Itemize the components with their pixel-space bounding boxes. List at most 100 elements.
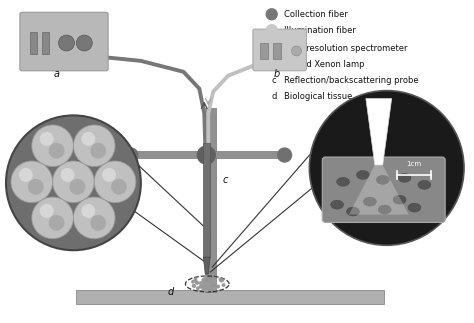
FancyBboxPatch shape: [20, 12, 108, 71]
Circle shape: [197, 287, 199, 289]
Circle shape: [6, 115, 141, 250]
Ellipse shape: [364, 197, 376, 206]
Circle shape: [94, 161, 136, 203]
Text: c: c: [222, 175, 228, 185]
Bar: [205, 109, 216, 292]
Circle shape: [204, 276, 207, 279]
FancyBboxPatch shape: [253, 29, 306, 71]
Ellipse shape: [331, 200, 344, 209]
Circle shape: [213, 279, 216, 281]
Circle shape: [208, 282, 210, 285]
Circle shape: [202, 282, 204, 285]
Circle shape: [203, 281, 205, 283]
Circle shape: [222, 284, 225, 286]
Circle shape: [124, 148, 138, 162]
Circle shape: [205, 286, 207, 288]
Circle shape: [207, 287, 209, 290]
Circle shape: [208, 278, 210, 281]
Circle shape: [209, 287, 211, 289]
Circle shape: [207, 284, 210, 286]
Circle shape: [200, 282, 202, 284]
Circle shape: [202, 288, 204, 290]
Circle shape: [211, 280, 213, 282]
Circle shape: [53, 161, 94, 203]
Circle shape: [201, 284, 203, 286]
Circle shape: [202, 283, 205, 285]
Bar: [203, 143, 210, 257]
Text: d: d: [168, 287, 174, 297]
Bar: [42, 32, 49, 54]
Text: 1cm: 1cm: [406, 161, 421, 167]
Circle shape: [40, 132, 54, 146]
Circle shape: [196, 282, 198, 284]
Circle shape: [205, 283, 208, 285]
Text: Reflection/backscattering probe: Reflection/backscattering probe: [283, 76, 418, 85]
Circle shape: [292, 46, 301, 56]
Circle shape: [221, 279, 223, 281]
Circle shape: [310, 91, 464, 245]
Circle shape: [32, 125, 73, 167]
Circle shape: [202, 281, 204, 284]
Text: b: b: [273, 69, 280, 79]
Circle shape: [217, 285, 219, 288]
Circle shape: [278, 148, 292, 162]
Circle shape: [214, 282, 217, 285]
Ellipse shape: [398, 173, 411, 182]
Circle shape: [219, 278, 222, 281]
Circle shape: [49, 143, 64, 159]
Circle shape: [206, 283, 209, 285]
Circle shape: [202, 285, 205, 287]
Circle shape: [76, 35, 92, 51]
Ellipse shape: [378, 205, 391, 214]
Circle shape: [70, 179, 85, 195]
Text: Illumination fiber: Illumination fiber: [283, 26, 356, 35]
Circle shape: [32, 197, 73, 239]
Circle shape: [266, 9, 277, 20]
Text: Pulsed Xenon lamp: Pulsed Xenon lamp: [283, 60, 364, 69]
Circle shape: [195, 281, 198, 283]
Polygon shape: [366, 99, 392, 165]
Text: d: d: [272, 92, 277, 101]
Circle shape: [211, 282, 213, 285]
Circle shape: [205, 283, 207, 285]
Circle shape: [207, 288, 210, 290]
Ellipse shape: [337, 177, 349, 186]
Text: High resolution spectrometer: High resolution spectrometer: [283, 45, 407, 54]
Circle shape: [19, 168, 33, 182]
Circle shape: [211, 287, 214, 289]
Circle shape: [206, 285, 209, 287]
Circle shape: [207, 284, 209, 287]
Circle shape: [40, 204, 54, 218]
Circle shape: [209, 284, 211, 287]
Bar: [30, 32, 37, 54]
Text: a: a: [54, 69, 60, 79]
Circle shape: [208, 283, 210, 285]
Circle shape: [266, 25, 277, 36]
Circle shape: [205, 284, 208, 286]
Circle shape: [214, 287, 217, 289]
Circle shape: [197, 146, 215, 164]
Circle shape: [208, 280, 210, 282]
Text: b: b: [272, 60, 277, 69]
Circle shape: [213, 277, 216, 280]
Circle shape: [11, 161, 53, 203]
Bar: [260, 43, 268, 59]
Circle shape: [202, 279, 205, 281]
Circle shape: [90, 215, 106, 231]
Text: Collection fiber: Collection fiber: [283, 10, 347, 19]
Circle shape: [192, 281, 194, 283]
Circle shape: [213, 279, 216, 281]
Circle shape: [212, 281, 214, 283]
Circle shape: [202, 286, 204, 288]
Text: Biological tissue: Biological tissue: [283, 92, 352, 101]
Circle shape: [220, 279, 222, 282]
Circle shape: [102, 168, 116, 182]
Circle shape: [82, 204, 95, 218]
Circle shape: [193, 285, 195, 287]
Bar: [273, 43, 281, 59]
Circle shape: [90, 143, 106, 159]
Circle shape: [49, 215, 64, 231]
Polygon shape: [349, 165, 409, 214]
Circle shape: [204, 285, 207, 287]
Circle shape: [111, 179, 127, 195]
